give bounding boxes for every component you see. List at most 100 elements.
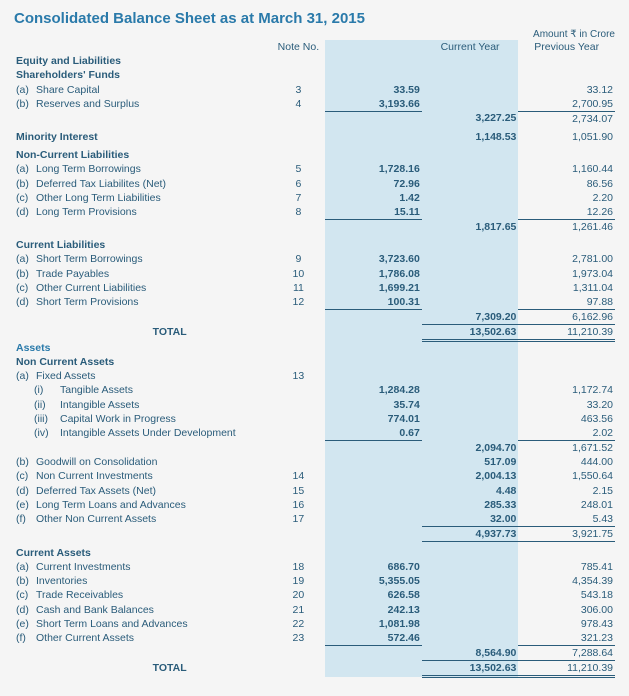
grand-py: 11,210.39 — [518, 325, 615, 341]
section-minority: Minority Interest — [14, 130, 272, 144]
cy-cell: 285.33 — [422, 498, 519, 512]
cy-cell: 686.70 — [325, 560, 422, 574]
grand-cy: 13,502.63 — [422, 325, 519, 341]
table-row: 8,564.907,288.64 — [14, 646, 615, 661]
table-row: (a)Short Term Borrowings93,723.602,781.0… — [14, 252, 615, 266]
py-cell: 2.20 — [518, 191, 615, 205]
py-cell: 444.00 — [518, 455, 615, 469]
table-row: 4,937.733,921.75 — [14, 527, 615, 542]
row-label: Other Long Term Liabilities — [36, 192, 161, 204]
py-cell: 1,160.44 — [518, 162, 615, 176]
py-cell: 306.00 — [518, 603, 615, 617]
py-cell: 12.26 — [518, 205, 615, 220]
note-cell: 3 — [272, 83, 326, 97]
row-label: Intangible Assets Under Development — [60, 427, 236, 439]
section-shareholders: Shareholders' Funds — [14, 68, 272, 82]
note-cell: 7 — [272, 191, 326, 205]
subtotal-py: 3,921.75 — [518, 527, 615, 542]
py-cell: 1,550.64 — [518, 469, 615, 483]
header-cy: Current Year — [422, 40, 519, 54]
cy-cell: 1,786.08 — [325, 267, 422, 281]
note-cell: 12 — [272, 295, 326, 310]
row-label: Share Capital — [36, 84, 100, 96]
table-row: Minority Interest 1,148.53 1,051.90 — [14, 130, 615, 144]
subtotal-cy: 1,817.65 — [422, 220, 519, 235]
table-row: (e)Long Term Loans and Advances16285.332… — [14, 498, 615, 512]
table-row: TOTAL 13,502.63 11,210.39 — [14, 661, 615, 677]
note-cell: 10 — [272, 267, 326, 281]
section-equity: Equity and Liabilities — [14, 54, 272, 68]
table-row: (c)Non Current Investments142,004.131,55… — [14, 469, 615, 483]
row-label: Long Term Provisions — [36, 206, 137, 218]
page-title: Consolidated Balance Sheet as at March 3… — [14, 10, 615, 27]
note-cell: 5 — [272, 162, 326, 176]
note-cell: 18 — [272, 560, 326, 574]
cy-cell: 72.96 — [325, 177, 422, 191]
header-py: Previous Year — [518, 40, 615, 54]
cy-cell: 1,728.16 — [325, 162, 422, 176]
cy-cell: 4.48 — [422, 484, 519, 498]
subtotal-py: 6,162.96 — [518, 310, 615, 325]
row-label: Trade Receivables — [36, 589, 123, 601]
row-label: Deferred Tax Assets (Net) — [36, 485, 156, 497]
cy-cell: 3,193.66 — [325, 97, 422, 112]
section-ncl: Non-Current Liabilities — [14, 148, 272, 162]
note-cell: 20 — [272, 588, 326, 602]
note-cell: 14 — [272, 469, 326, 483]
note-cell: 15 — [272, 484, 326, 498]
cy-cell: 1,148.53 — [422, 130, 519, 144]
cy-cell: 242.13 — [325, 603, 422, 617]
cy-cell: 626.58 — [325, 588, 422, 602]
row-label: Goodwill on Consolidation — [36, 456, 157, 468]
py-cell: 4,354.39 — [518, 574, 615, 588]
section-assets: Assets — [14, 341, 272, 355]
table-row: (i)Tangible Assets1,284.281,172.74 — [14, 383, 615, 397]
table-row: (a)Fixed Assets13 — [14, 369, 615, 383]
note-cell: 17 — [272, 512, 326, 527]
table-row: 7,309.206,162.96 — [14, 310, 615, 325]
subtotal-py: 7,288.64 — [518, 646, 615, 661]
table-row: (a)Share Capital 3 33.59 33.12 — [14, 83, 615, 97]
table-row: (d)Cash and Bank Balances21242.13306.00 — [14, 603, 615, 617]
total-label: TOTAL — [14, 661, 325, 677]
row-label: Other Current Liabilities — [36, 282, 146, 294]
cy-cell: 2,004.13 — [422, 469, 519, 483]
row-label: Long Term Loans and Advances — [36, 499, 186, 511]
cy-cell: 100.31 — [325, 295, 422, 310]
balance-sheet-table: Note No. Current Year Previous Year Equi… — [14, 40, 615, 678]
table-row: (c)Other Current Liabilities111,699.211,… — [14, 281, 615, 295]
section-nca: Non Current Assets — [14, 355, 272, 369]
cy-cell: 32.00 — [422, 512, 519, 527]
py-cell: 463.56 — [518, 412, 615, 426]
note-cell: 16 — [272, 498, 326, 512]
row-label: Short Term Provisions — [36, 296, 139, 308]
table-row: 3,227.25 2,734.07 — [14, 111, 615, 126]
row-label: Other Non Current Assets — [36, 513, 156, 525]
row-label: Reserves and Surplus — [36, 98, 139, 110]
py-cell: 248.01 — [518, 498, 615, 512]
subtotal-py: 1,261.46 — [518, 220, 615, 235]
note-cell: 22 — [272, 617, 326, 631]
row-label: Inventories — [36, 575, 87, 587]
cy-cell: 517.09 — [422, 455, 519, 469]
py-cell: 33.12 — [518, 83, 615, 97]
row-label: Other Current Assets — [36, 632, 134, 644]
row-label: Deferred Tax Liabilites (Net) — [36, 178, 166, 190]
py-cell: 2,781.00 — [518, 252, 615, 266]
py-cell: 2.15 — [518, 484, 615, 498]
table-row: (b)Goodwill on Consolidation517.09444.00 — [14, 455, 615, 469]
subtotal-cy: 8,564.90 — [422, 646, 519, 661]
row-label: Fixed Assets — [36, 370, 96, 382]
table-row: (iv)Intangible Assets Under Development0… — [14, 426, 615, 441]
cy-cell: 3,723.60 — [325, 252, 422, 266]
table-row: (c)Trade Receivables20626.58543.18 — [14, 588, 615, 602]
py-cell: 1,311.04 — [518, 281, 615, 295]
cy-cell: 33.59 — [325, 83, 422, 97]
py-cell: 1,973.04 — [518, 267, 615, 281]
grand-cy: 13,502.63 — [422, 661, 519, 677]
py-cell: 978.43 — [518, 617, 615, 631]
py-cell: 1,172.74 — [518, 383, 615, 397]
cy-cell: 15.11 — [325, 205, 422, 220]
table-row: (ii)Intangible Assets35.7433.20 — [14, 398, 615, 412]
row-label: Trade Payables — [36, 268, 109, 280]
